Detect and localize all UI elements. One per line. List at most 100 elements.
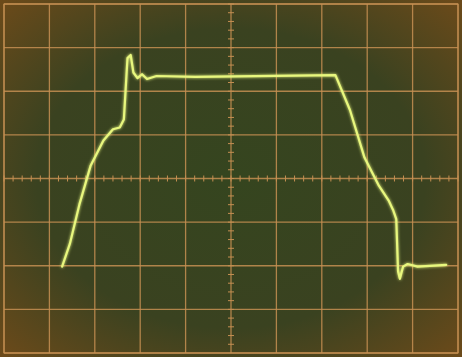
waveform-trace: [62, 55, 446, 279]
minor-tick: [228, 195, 234, 196]
grid: [4, 4, 458, 353]
grid-line-y: [4, 221, 458, 222]
minor-tick: [403, 176, 404, 182]
minor-tick: [285, 176, 286, 182]
minor-tick: [228, 47, 234, 48]
minor-tick: [294, 176, 295, 182]
grid-line-x: [276, 4, 277, 353]
minor-tick: [228, 117, 234, 118]
grid-line-y: [4, 91, 458, 92]
minor-tick: [140, 176, 141, 182]
minor-tick: [228, 230, 234, 231]
minor-tick: [228, 187, 234, 188]
plot-frame: [4, 4, 458, 353]
minor-tick: [276, 176, 277, 182]
minor-tick: [228, 204, 234, 205]
minor-tick: [394, 176, 395, 182]
grid-line-y: [4, 265, 458, 266]
minor-tick: [228, 30, 234, 31]
traces: [62, 55, 446, 279]
grid-line-y: [4, 178, 458, 179]
minor-tick: [76, 176, 77, 182]
minor-tick: [412, 176, 413, 182]
minor-tick: [228, 56, 234, 57]
minor-tick: [228, 82, 234, 83]
minor-tick: [228, 309, 234, 310]
minor-tick: [448, 176, 449, 182]
minor-tick: [228, 291, 234, 292]
minor-tick: [367, 176, 368, 182]
grid-line-x: [94, 4, 95, 353]
minor-tick: [149, 176, 150, 182]
minor-tick: [228, 318, 234, 319]
minor-tick: [194, 176, 195, 182]
grid-line-x: [49, 4, 50, 353]
grid-line-x: [412, 4, 413, 353]
grid-line-x: [185, 4, 186, 353]
minor-tick: [258, 176, 259, 182]
minor-tick: [228, 274, 234, 275]
minor-tick: [228, 161, 234, 162]
grid-line-x: [140, 4, 141, 353]
minor-tick: [112, 176, 113, 182]
minor-tick: [228, 335, 234, 336]
minor-tick: [321, 176, 322, 182]
minor-tick: [228, 169, 234, 170]
minor-tick: [330, 176, 331, 182]
minor-tick: [249, 176, 250, 182]
minor-tick: [103, 176, 104, 182]
grid-line-x: [321, 4, 322, 353]
screen-background: [0, 0, 462, 357]
minor-tick: [228, 152, 234, 153]
oscilloscope-screen: [0, 0, 462, 357]
minor-tick: [31, 176, 32, 182]
minor-tick: [122, 176, 123, 182]
minor-tick: [40, 176, 41, 182]
minor-tick: [358, 176, 359, 182]
minor-tick: [430, 176, 431, 182]
grid-line-y: [4, 309, 458, 310]
minor-tick: [228, 257, 234, 258]
minor-tick: [228, 326, 234, 327]
grid-line-y: [4, 47, 458, 48]
minor-tick: [185, 176, 186, 182]
minor-tick: [228, 65, 234, 66]
minor-tick: [349, 176, 350, 182]
minor-tick: [22, 176, 23, 182]
minor-tick: [385, 176, 386, 182]
minor-tick: [13, 176, 14, 182]
grid-line-y: [4, 134, 458, 135]
minor-tick: [228, 222, 234, 223]
minor-tick: [228, 344, 234, 345]
minor-tick: [228, 300, 234, 301]
centre-minor-ticks: [4, 4, 458, 344]
minor-tick: [228, 213, 234, 214]
minor-tick: [212, 176, 213, 182]
minor-tick: [228, 283, 234, 284]
minor-tick: [58, 176, 59, 182]
minor-tick: [228, 239, 234, 240]
minor-tick: [228, 21, 234, 22]
minor-tick: [267, 176, 268, 182]
minor-tick: [176, 176, 177, 182]
minor-tick: [228, 178, 234, 179]
minor-tick: [228, 91, 234, 92]
minor-tick: [228, 99, 234, 100]
minor-tick: [240, 176, 241, 182]
minor-tick: [303, 176, 304, 182]
minor-tick: [228, 143, 234, 144]
minor-tick: [312, 176, 313, 182]
minor-tick: [94, 176, 95, 182]
minor-tick: [167, 176, 168, 182]
minor-tick: [228, 248, 234, 249]
minor-tick: [221, 176, 222, 182]
minor-tick: [49, 176, 50, 182]
minor-tick: [203, 176, 204, 182]
minor-tick: [158, 176, 159, 182]
minor-tick: [439, 176, 440, 182]
minor-tick: [131, 176, 132, 182]
minor-tick: [228, 108, 234, 109]
grid-line-x: [367, 4, 368, 353]
minor-tick: [228, 38, 234, 39]
minor-tick: [228, 265, 234, 266]
